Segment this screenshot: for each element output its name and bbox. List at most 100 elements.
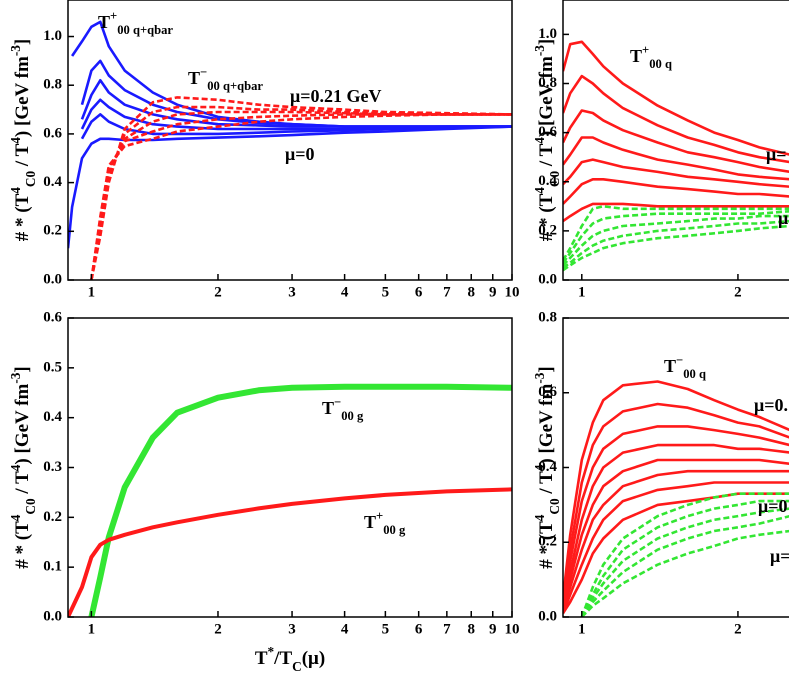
y-tick-label: 0.4: [43, 409, 62, 425]
x-tick-label: 8: [467, 284, 475, 300]
label-part: 00 q+qbar: [117, 23, 173, 37]
y-tick-label: 0.4: [538, 173, 557, 189]
curve: [563, 109, 789, 174]
x-axis-label: T*/TC(μ): [255, 644, 325, 674]
y-tick-label: 0.2: [538, 534, 557, 550]
y-axis-label: # * (T4C0 / T4) [GeV fm-3]: [532, 366, 562, 569]
label-part: (μ): [302, 648, 325, 669]
curve: [563, 136, 789, 181]
y-tick-label: 0.6: [538, 124, 557, 140]
frame: [562, 0, 789, 281]
label-part: # * (T: [12, 193, 33, 241]
x-tick-label: 2: [734, 621, 742, 637]
y-tick-label: 0.0: [43, 271, 62, 287]
x-tick-label: 4: [341, 621, 349, 637]
annotation: T−00 q: [664, 353, 706, 381]
curve: [563, 425, 789, 607]
annotation: T+00 g: [364, 509, 406, 537]
curve: [563, 481, 789, 614]
label-part: 4: [8, 514, 23, 521]
curve: [580, 515, 789, 617]
label-part: 4: [8, 137, 23, 144]
annotation: μ=: [766, 144, 786, 164]
y-tick-label: 0.8: [538, 309, 557, 325]
curve: [88, 383, 512, 617]
x-tick-label: 8: [467, 621, 475, 637]
label-part: T: [98, 12, 110, 32]
label-part: ) [GeV fm: [536, 383, 557, 464]
y-tick-label: 0.2: [43, 223, 62, 239]
label-part: 4: [532, 514, 547, 521]
label-part: 4: [8, 187, 23, 194]
label-part: # * (T: [12, 521, 33, 569]
label-part: C0: [23, 498, 38, 515]
label-part: -3: [8, 372, 23, 383]
x-tick-label: 10: [505, 284, 520, 300]
panel: 0.00.10.20.30.40.50.61 2 3 4 5 6 7 8 9 10# * (T4C…: [8, 309, 520, 673]
label-part: T: [322, 398, 334, 418]
curve: [563, 443, 789, 607]
label-part: T: [664, 356, 676, 376]
x-tick-label: 3: [288, 284, 296, 300]
label-part: # * (T: [536, 193, 557, 241]
plot-area: [563, 40, 789, 272]
y-tick-label: 0.0: [538, 608, 557, 624]
label-part: /T: [273, 648, 292, 669]
label-part: C: [292, 659, 302, 674]
label-part: −: [334, 395, 341, 409]
plot-area: [563, 380, 789, 617]
label-part: 4: [8, 464, 23, 471]
label-part: / T: [12, 143, 33, 170]
y-tick-label: 0.5: [43, 359, 62, 375]
frame: [67, 0, 513, 281]
y-tick-label: 0.3: [43, 459, 62, 475]
curve: [580, 492, 789, 617]
y-tick-label: 0.8: [538, 75, 557, 91]
annotation: μ=0: [285, 144, 314, 164]
x-tick-label: 9: [489, 621, 497, 637]
y-axis-label: # * (T4C0 / T4) [GeV fm-3]: [532, 39, 562, 242]
panel: 0.00.20.40.60.81.01 2# * (T4C0 / T4) [GeV…: [532, 0, 789, 300]
curve: [563, 202, 789, 223]
curve: [563, 380, 789, 599]
label-part: ) [GeV fm: [12, 383, 33, 464]
x-tick-label: 1: [578, 621, 586, 637]
label-part: μ: [778, 208, 788, 228]
y-tick-label: 0.6: [538, 384, 557, 400]
label-part: / T: [536, 143, 557, 170]
curve: [563, 178, 789, 205]
label-part: +: [110, 9, 117, 23]
curve: [563, 40, 789, 156]
x-tick-label: 1: [88, 284, 96, 300]
annotation: T−00 q+qbar: [188, 65, 263, 93]
label-part: T: [188, 68, 200, 88]
y-tick-label: 0.2: [538, 222, 557, 238]
annotation: μ=0.: [754, 395, 788, 415]
x-tick-label: 5: [382, 284, 390, 300]
panel: 0.00.20.40.60.81 2# * (T4C0 / T4) [GeV fm…: [532, 309, 789, 637]
label-part: μ=0: [285, 144, 314, 164]
annotation: μ: [778, 208, 788, 228]
label-part: 00 g: [383, 523, 406, 537]
curve: [90, 113, 512, 280]
x-tick-label: 4: [341, 284, 349, 300]
label-part: # * (T: [536, 521, 557, 569]
y-tick-label: 0.4: [538, 459, 557, 475]
y-axis-label: # * (T4C0 / T4) [GeV fm-3]: [8, 39, 38, 242]
label-part: -3: [532, 372, 547, 383]
label-part: +: [376, 509, 383, 523]
curve: [68, 487, 512, 617]
label-part: T: [630, 46, 642, 66]
label-part: μ=0.21 GeV: [290, 86, 381, 106]
x-tick-label: 1: [88, 621, 96, 637]
y-tick-label: 0.6: [43, 125, 62, 141]
y-tick-label: 0.0: [43, 608, 62, 624]
curve: [563, 209, 789, 264]
label-part: C0: [547, 498, 562, 515]
label-part: 4: [532, 187, 547, 194]
annotation: T+00 q+qbar: [98, 9, 173, 37]
curve: [563, 214, 789, 267]
label-part: / T: [12, 471, 33, 498]
label-part: T: [364, 512, 376, 532]
